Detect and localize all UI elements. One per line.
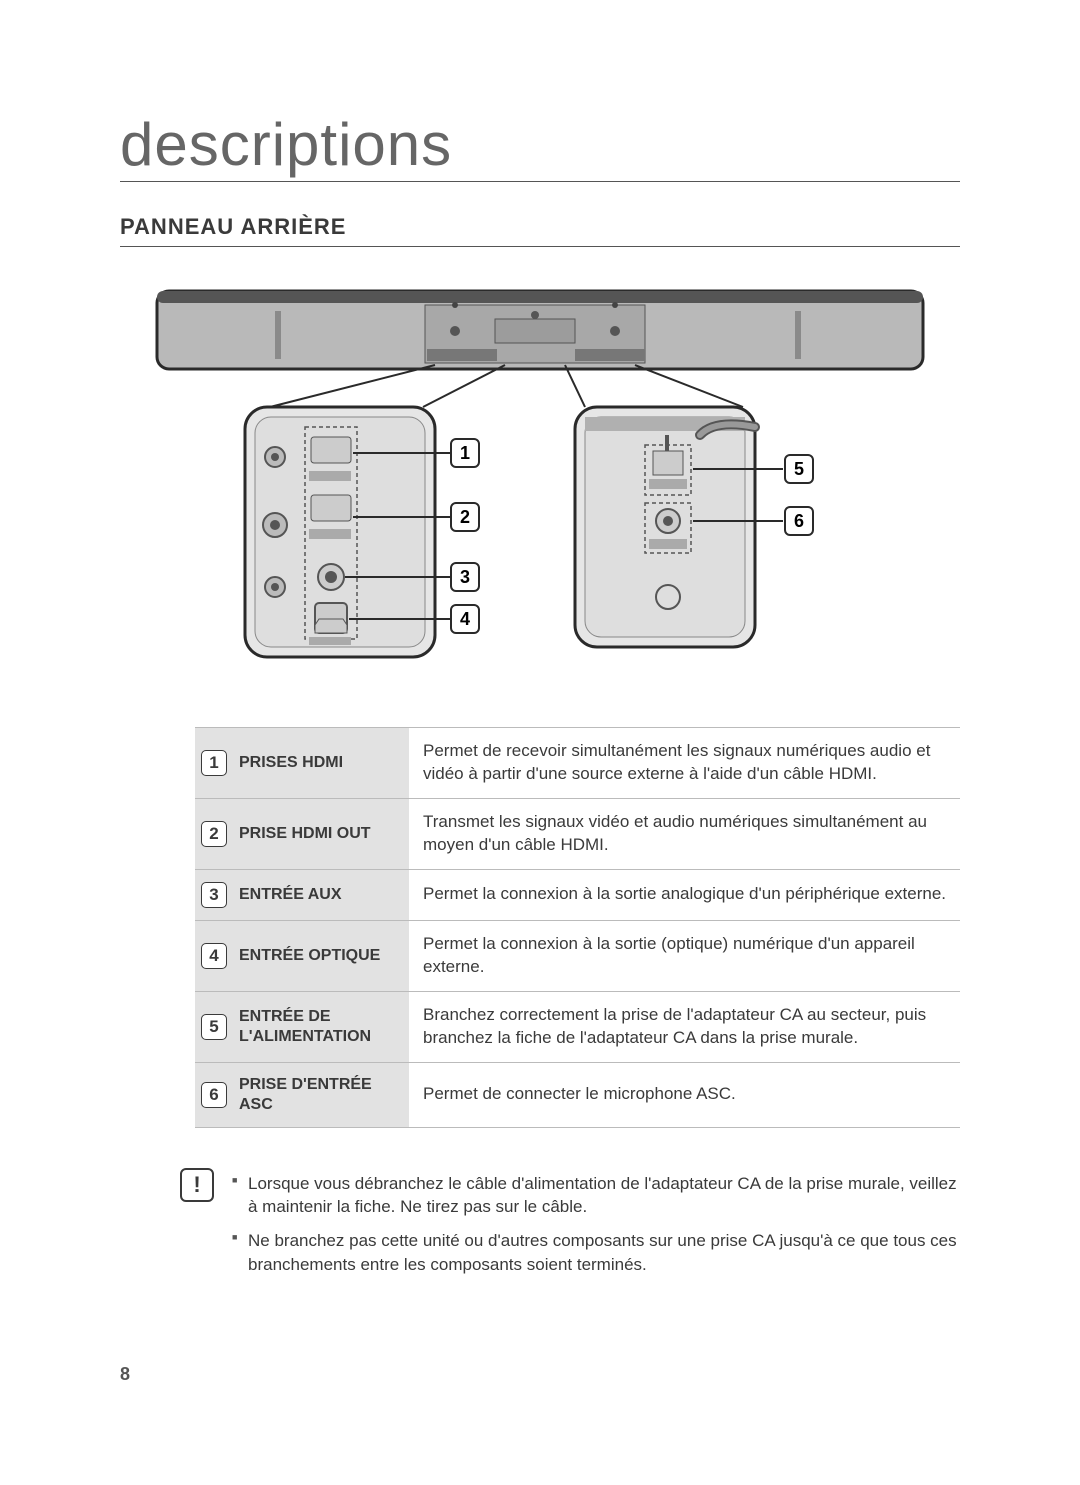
connectors-table: 1 PRISES HDMIPermet de recevoir simultané… — [195, 727, 960, 1128]
warning-block: ! Lorsque vous débranchez le câble d'ali… — [180, 1172, 960, 1287]
section-heading: PANNEAU ARRIÈRE — [120, 214, 960, 247]
row-label: PRISE D'ENTRÉE ASC — [237, 1062, 409, 1127]
warning-item: Ne branchez pas cette unité ou d'autres … — [232, 1229, 960, 1277]
rear-panel-figure: 1 2 3 4 — [155, 287, 925, 667]
row-label: ENTRÉE AUX — [237, 869, 409, 920]
row-description: Transmet les signaux vidéo et audio numé… — [409, 798, 960, 869]
callout-3: 3 — [460, 567, 470, 587]
page-title: descriptions — [120, 110, 960, 182]
callout-1: 1 — [460, 443, 470, 463]
row-number: 5 — [201, 1014, 227, 1040]
row-label: ENTRÉE DE L'ALIMENTATION — [237, 991, 409, 1062]
warning-item: Lorsque vous débranchez le câble d'alime… — [232, 1172, 960, 1220]
row-number: 4 — [201, 943, 227, 969]
row-number: 6 — [201, 1082, 227, 1108]
page-number: 8 — [120, 1364, 130, 1385]
row-number: 3 — [201, 882, 227, 908]
row-description: Permet la connexion à la sortie (optique… — [409, 920, 960, 991]
row-description: Permet de connecter le microphone ASC. — [409, 1062, 960, 1127]
table-row: 5 ENTRÉE DE L'ALIMENTATIONBranchez correc… — [195, 991, 960, 1062]
callout-4: 4 — [460, 609, 470, 629]
row-number: 2 — [201, 821, 227, 847]
row-label: PRISE HDMI OUT — [237, 798, 409, 869]
row-label: ENTRÉE OPTIQUE — [237, 920, 409, 991]
row-label: PRISES HDMI — [237, 728, 409, 799]
callout-5: 5 — [794, 459, 804, 479]
table-row: 4 ENTRÉE OPTIQUEPermet la connexion à la … — [195, 920, 960, 991]
row-number: 1 — [201, 750, 227, 776]
callout-6: 6 — [794, 511, 804, 531]
table-row: 3 ENTRÉE AUXPermet la connexion à la sort… — [195, 869, 960, 920]
table-row: 6 PRISE D'ENTRÉE ASCPermet de connecter l… — [195, 1062, 960, 1127]
warning-list: Lorsque vous débranchez le câble d'alime… — [232, 1172, 960, 1287]
row-description: Permet la connexion à la sortie analogiq… — [409, 869, 960, 920]
caution-icon: ! — [180, 1168, 214, 1202]
callout-2: 2 — [460, 507, 470, 527]
row-description: Permet de recevoir simultanément les sig… — [409, 728, 960, 799]
row-description: Branchez correctement la prise de l'adap… — [409, 991, 960, 1062]
table-row: 1 PRISES HDMIPermet de recevoir simultané… — [195, 728, 960, 799]
table-row: 2 PRISE HDMI OUTTransmet les signaux vidé… — [195, 798, 960, 869]
